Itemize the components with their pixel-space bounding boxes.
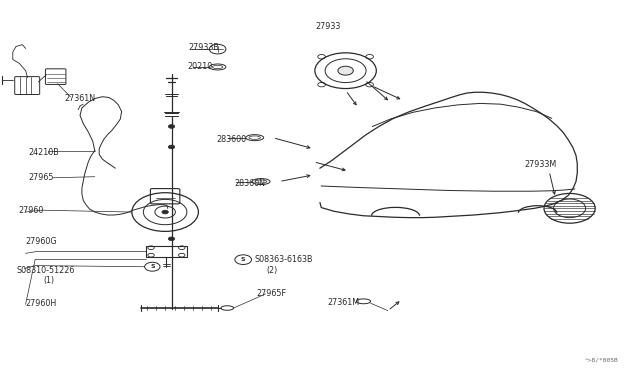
Circle shape xyxy=(168,125,175,128)
Text: 27960G: 27960G xyxy=(26,237,57,246)
Text: 27965: 27965 xyxy=(29,173,54,182)
Text: S08363-6163B: S08363-6163B xyxy=(255,255,313,264)
Text: 24210B: 24210B xyxy=(29,148,60,157)
Bar xyxy=(146,246,187,257)
Text: 27960H: 27960H xyxy=(26,299,57,308)
Text: ^>8/*005B: ^>8/*005B xyxy=(585,357,618,363)
Text: 27933B: 27933B xyxy=(189,43,220,52)
Text: 27361N: 27361N xyxy=(64,94,95,103)
Circle shape xyxy=(168,145,175,149)
Text: (2): (2) xyxy=(266,266,278,275)
Text: (1): (1) xyxy=(44,276,54,285)
Text: 283600: 283600 xyxy=(216,135,246,144)
Text: 27933M: 27933M xyxy=(525,160,557,169)
Text: 27965F: 27965F xyxy=(256,289,286,298)
Circle shape xyxy=(168,237,175,241)
Text: 20210: 20210 xyxy=(187,62,212,71)
Text: 27960: 27960 xyxy=(18,206,44,215)
Circle shape xyxy=(338,66,353,75)
Circle shape xyxy=(162,210,168,214)
Text: S: S xyxy=(150,264,155,269)
Text: 28360N: 28360N xyxy=(234,179,265,187)
Text: 27933: 27933 xyxy=(315,22,340,31)
Text: S08310-51226: S08310-51226 xyxy=(17,266,75,275)
Text: S: S xyxy=(241,257,246,262)
Text: 27361M: 27361M xyxy=(328,298,360,307)
